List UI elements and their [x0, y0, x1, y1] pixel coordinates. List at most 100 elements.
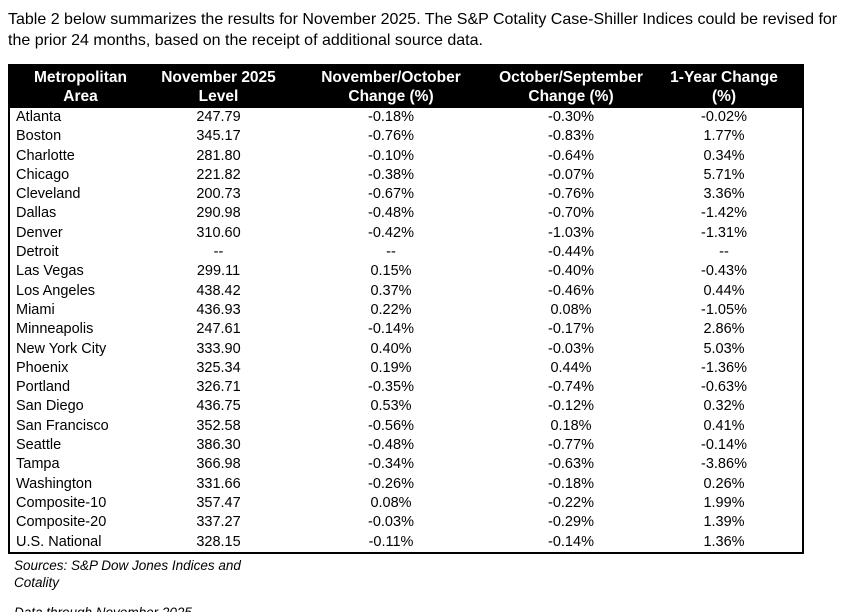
table-row: Phoenix 325.34 0.19% 0.44% -1.36%	[9, 359, 803, 378]
cell-level: 326.71	[196, 379, 241, 396]
cell-metro-area: Tampa	[16, 456, 60, 473]
cell-oct-sep-change: -0.46%	[548, 282, 594, 299]
cell-oct-sep-change: -0.17%	[548, 321, 594, 338]
table-row: Charlotte 281.80 -0.10% -0.64% 0.34%	[9, 147, 803, 166]
cell-level: 200.73	[196, 186, 241, 203]
cell-nov-oct-change: -0.38%	[368, 166, 414, 183]
cell-nov-oct-change: -0.14%	[368, 321, 414, 338]
cell-nov-oct-change: -0.67%	[368, 186, 414, 203]
table-row: Dallas 290.98 -0.48% -0.70% -1.42%	[9, 204, 803, 223]
cell-metro-area: San Francisco	[16, 417, 109, 434]
cell-metro-area: Composite-10	[16, 494, 107, 511]
cell-nov-oct-change: 0.19%	[370, 359, 412, 376]
cell-metro-area: Portland	[16, 379, 71, 396]
cell-nov-oct-change: -0.03%	[368, 514, 414, 531]
header-line: Metropolitan	[34, 69, 127, 86]
header-line: Change (%)	[528, 88, 614, 105]
header-line: November/October	[321, 69, 461, 86]
table-row: Los Angeles 438.42 0.37% -0.46% 0.44%	[9, 282, 803, 301]
cell-oct-sep-change: -0.22%	[548, 494, 594, 511]
table-row: New York City 333.90 0.40% -0.03% 5.03%	[9, 340, 803, 359]
cell-one-year-change: --	[719, 244, 729, 261]
table-row: Composite-20 337.27 -0.03% -0.29% 1.39%	[9, 513, 803, 532]
cell-level: --	[213, 244, 224, 261]
header-cell-level: November 2025 Level	[151, 65, 286, 108]
cell-nov-oct-change: -0.76%	[368, 128, 414, 145]
cell-oct-sep-change: -0.83%	[548, 128, 594, 145]
cell-nov-oct-change: 0.15%	[370, 263, 412, 280]
cell-one-year-change: 5.71%	[703, 166, 745, 183]
cell-metro-area: San Diego	[16, 398, 84, 415]
cell-metro-area: Detroit	[16, 244, 59, 261]
table-row: Denver 310.60 -0.42% -1.03% -1.31%	[9, 224, 803, 243]
cell-level: 366.98	[196, 456, 241, 473]
cell-oct-sep-change: 0.44%	[550, 359, 592, 376]
cell-oct-sep-change: -0.03%	[548, 340, 594, 357]
table-row: Washington 331.66 -0.26% -0.18% 0.26%	[9, 475, 803, 494]
cell-nov-oct-change: -0.48%	[368, 205, 414, 222]
cell-one-year-change: 3.36%	[703, 186, 745, 203]
cell-metro-area: Charlotte	[16, 147, 75, 164]
cell-oct-sep-change: -0.12%	[548, 398, 594, 415]
cell-one-year-change: -0.02%	[701, 109, 747, 125]
header-line: November 2025	[161, 69, 276, 86]
cell-oct-sep-change: -0.70%	[548, 205, 594, 222]
table-row: Cleveland 200.73 -0.67% -0.76% 3.36%	[9, 185, 803, 204]
cell-one-year-change: -3.86%	[701, 456, 747, 473]
cell-level: 436.75	[196, 398, 241, 415]
cell-level: 436.93	[196, 301, 241, 318]
cell-one-year-change: 0.44%	[703, 282, 745, 299]
cell-level: 352.58	[196, 417, 241, 434]
cell-one-year-change: -1.31%	[701, 224, 747, 241]
cell-metro-area: Miami	[16, 301, 55, 318]
table-row: Tampa 366.98 -0.34% -0.63% -3.86%	[9, 455, 803, 474]
cell-one-year-change: 1.39%	[703, 514, 745, 531]
cell-level: 221.82	[196, 166, 241, 183]
header-cell-nov-oct-change: November/October Change (%)	[286, 65, 496, 108]
cell-level: 331.66	[196, 475, 241, 492]
cell-oct-sep-change: -0.74%	[548, 379, 594, 396]
header-line: October/September	[499, 69, 643, 86]
header-cell-metro-area: Metropolitan Area	[9, 65, 151, 108]
cell-metro-area: Dallas	[16, 205, 57, 222]
cell-metro-area: Washington	[16, 475, 93, 492]
data-through-note: Data through November 2025	[14, 604, 848, 612]
table-row: San Francisco 352.58 -0.56% 0.18% 0.41%	[9, 417, 803, 436]
table-row: Chicago 221.82 -0.38% -0.07% 5.71%	[9, 166, 803, 185]
cell-one-year-change: 0.41%	[703, 417, 745, 434]
cell-nov-oct-change: -0.48%	[368, 437, 414, 454]
cell-oct-sep-change: -0.40%	[548, 263, 594, 280]
cell-nov-oct-change: 0.22%	[370, 301, 412, 318]
cell-level: 386.30	[196, 437, 241, 454]
cell-one-year-change: 0.26%	[703, 475, 745, 492]
results-table: Metropolitan Area November 2025 Level No…	[8, 64, 804, 554]
intro-paragraph: Table 2 below summarizes the results for…	[8, 11, 838, 49]
cell-level: 337.27	[196, 514, 241, 531]
cell-level: 247.79	[196, 109, 241, 125]
sources-line-2: Cotality	[14, 574, 60, 590]
cell-oct-sep-change: 0.18%	[550, 417, 592, 434]
table-header-row: Metropolitan Area November 2025 Level No…	[9, 65, 803, 108]
header-line: 1-Year Change	[670, 69, 778, 86]
cell-oct-sep-change: -0.18%	[548, 475, 594, 492]
cell-nov-oct-change: -0.18%	[368, 109, 414, 125]
cell-oct-sep-change: -0.64%	[548, 147, 594, 164]
cell-nov-oct-change: -0.56%	[368, 417, 414, 434]
table-row: U.S. National 328.15 -0.11% -0.14% 1.36%	[9, 533, 803, 553]
cell-metro-area: New York City	[16, 340, 107, 357]
table-row: Minneapolis 247.61 -0.14% -0.17% 2.86%	[9, 320, 803, 339]
cell-metro-area: Denver	[16, 224, 63, 241]
sources-note: Sources: S&P Dow Jones Indices and Cotal…	[14, 557, 848, 591]
cell-metro-area: Las Vegas	[16, 263, 84, 280]
cell-level: 357.47	[196, 494, 241, 511]
cell-metro-area: Minneapolis	[16, 321, 94, 338]
table-row: Seattle 386.30 -0.48% -0.77% -0.14%	[9, 436, 803, 455]
cell-level: 345.17	[196, 128, 241, 145]
header-cell-oct-sep-change: October/September Change (%)	[496, 65, 646, 108]
cell-metro-area: Cleveland	[16, 186, 81, 203]
cell-one-year-change: 1.99%	[703, 494, 745, 511]
cell-level: 281.80	[196, 147, 241, 164]
cell-level: 247.61	[196, 321, 241, 338]
cell-level: 299.11	[196, 263, 241, 280]
